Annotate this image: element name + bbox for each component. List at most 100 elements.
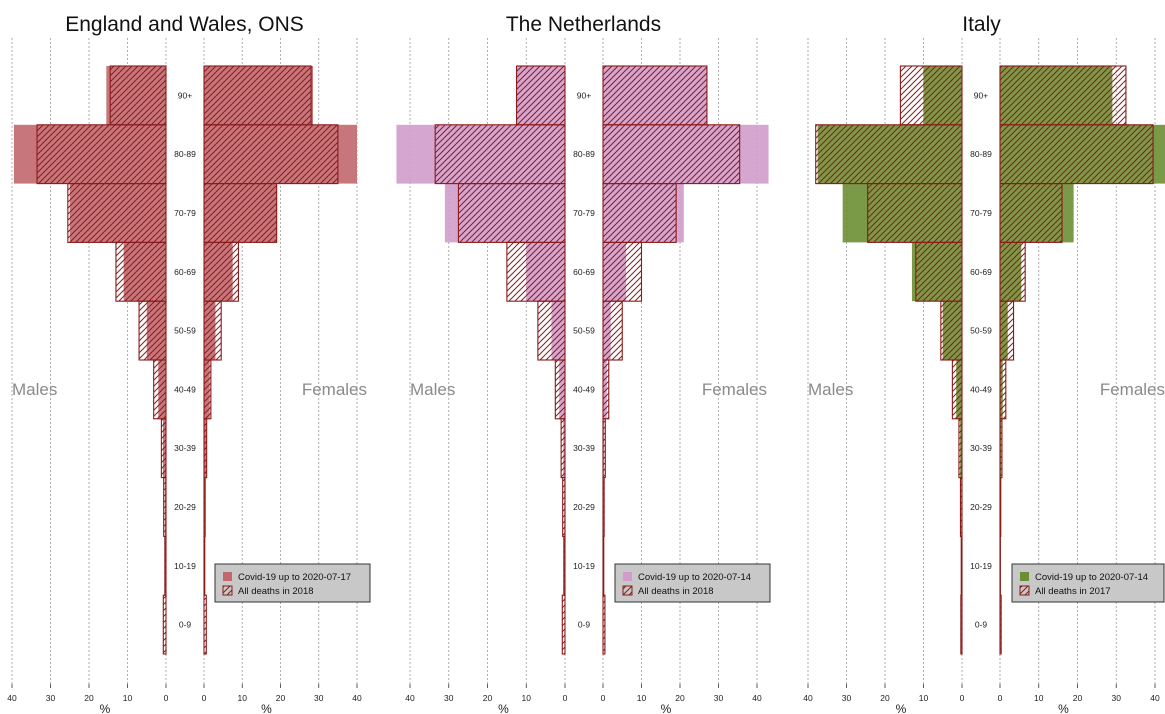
- x-tick-label: 40: [752, 693, 762, 703]
- females-label: Females: [302, 380, 367, 399]
- all-deaths-bar-male-90+: [109, 65, 167, 126]
- age-tick-label: 50-59: [573, 326, 595, 336]
- x-tick-label: 10: [1034, 693, 1044, 703]
- all-deaths-bar-male-80-89: [36, 124, 167, 185]
- bars: [13, 65, 357, 655]
- x-tick-label: 10: [238, 693, 248, 703]
- all-deaths-bar-male-80-89: [434, 124, 566, 185]
- x-tick-label: 20: [1073, 693, 1083, 703]
- x-tick-label: 10: [123, 693, 133, 703]
- age-tick-label: 60-69: [174, 267, 196, 277]
- all-deaths-bar-male-60-69: [915, 241, 963, 302]
- age-tick-label: 30-39: [174, 443, 196, 453]
- chart-title: Italy: [962, 13, 1001, 36]
- x-tick-label: 0: [202, 693, 207, 703]
- all-deaths-bar-male-40-49: [153, 359, 167, 420]
- x-tick-label: 40: [352, 693, 362, 703]
- all-deaths-bar-female-60-69: [203, 241, 239, 302]
- all-deaths-bar-male-70-79: [457, 183, 566, 243]
- males-label: Males: [808, 380, 853, 399]
- x-tick-label: 30: [1112, 693, 1122, 703]
- all-deaths-bar-female-10-19: [203, 535, 206, 596]
- all-deaths-bar-female-70-79: [602, 183, 677, 243]
- males-label: Males: [12, 380, 57, 399]
- x-tick-label: 30: [842, 693, 852, 703]
- x-tick-label: 40: [405, 693, 415, 703]
- all-deaths-bar-male-40-49: [951, 359, 963, 420]
- legend-box: [614, 563, 771, 603]
- all-deaths-bar-female-0-9: [999, 594, 1002, 655]
- x-tick-label: 20: [84, 693, 94, 703]
- all-deaths-bar-female-30-39: [602, 418, 606, 479]
- age-tick-label: 10-19: [970, 561, 992, 571]
- age-tick-label: 20-29: [970, 502, 992, 512]
- x-tick-label: 20: [880, 693, 890, 703]
- all-deaths-bar-male-50-59: [940, 300, 963, 361]
- x-tick-label: 0: [601, 693, 606, 703]
- legend-entry-covid: Covid-19 up to 2020-07-17: [238, 572, 351, 583]
- legend-swatch-hatched: [622, 585, 633, 596]
- age-tick-label: 0-9: [578, 620, 591, 630]
- chart-panel-3: Italy Males Females 0-9 10-19 20-29 30-39 40-49…: [803, 13, 1165, 714]
- age-tick-label: 70-79: [970, 208, 992, 218]
- x-tick-label: 40: [803, 693, 813, 703]
- x-tick-label: 10: [522, 693, 532, 703]
- females-label: Females: [1100, 380, 1165, 399]
- age-tick-label: 0-9: [975, 620, 988, 630]
- all-deaths-bar-male-20-29: [163, 477, 167, 537]
- all-deaths-bar-male-0-9: [162, 594, 167, 655]
- legend-entry-all-deaths: All deaths in 2018: [638, 586, 714, 597]
- x-axis: 40 30 20 10 0 0 10 20 30 40%%: [7, 684, 362, 714]
- all-deaths-bar-female-0-9: [203, 594, 207, 655]
- legend-swatch-filled: [623, 572, 632, 581]
- x-tick-label: 30: [314, 693, 324, 703]
- age-tick-label: 90+: [974, 90, 988, 100]
- all-deaths-bar-female-60-69: [602, 241, 643, 302]
- legend-entry-all-deaths: All deaths in 2017: [1035, 586, 1111, 597]
- age-labels: 0-9 10-19 20-29 30-39 40-49 50-59 60-69 70-79 80…: [573, 90, 595, 629]
- females-label: Females: [702, 380, 767, 399]
- x-tick-label: 0: [164, 693, 169, 703]
- all-deaths-bar-male-60-69: [115, 241, 167, 302]
- all-deaths-bar-female-60-69: [999, 241, 1026, 302]
- x-axis-label-males: %: [498, 702, 509, 714]
- age-tick-label: 50-59: [174, 326, 196, 336]
- all-deaths-bar-female-10-19: [602, 535, 605, 596]
- all-deaths-bar-female-40-49: [203, 359, 212, 420]
- all-deaths-bar-female-70-79: [203, 183, 278, 243]
- x-tick-label: 10: [637, 693, 647, 703]
- all-deaths-bar-female-50-59: [999, 300, 1015, 361]
- legend: Covid-19 up to 2020-07-17 All deaths in 2…: [214, 563, 371, 603]
- chart-panel-2: The Netherlands Males Females 0-9 10-19 20-29…: [396, 13, 771, 714]
- all-deaths-bar-female-20-29: [602, 477, 605, 537]
- all-deaths-bar-male-0-9: [960, 594, 963, 655]
- legend: Covid-19 up to 2020-07-14 All deaths in 2…: [1011, 563, 1165, 603]
- legend-entry-all-deaths: All deaths in 2018: [238, 586, 314, 597]
- x-axis-label-males: %: [896, 702, 907, 714]
- all-deaths-bar-male-60-69: [506, 241, 566, 302]
- all-deaths-bar-male-90+: [516, 65, 566, 126]
- legend-swatch-hatched: [222, 585, 233, 596]
- x-tick-label: 30: [46, 693, 56, 703]
- x-axis-label-females: %: [261, 702, 272, 714]
- all-deaths-bar-female-90+: [203, 65, 312, 126]
- age-tick-label: 60-69: [970, 267, 992, 277]
- all-deaths-bar-female-50-59: [203, 300, 222, 361]
- x-tick-label: 40: [1150, 693, 1160, 703]
- bars: [815, 65, 1165, 655]
- legend-box: [1011, 563, 1165, 603]
- all-deaths-bar-female-40-49: [602, 359, 610, 420]
- all-deaths-bar-male-20-29: [562, 477, 566, 537]
- all-deaths-bar-female-80-89: [203, 124, 339, 185]
- all-deaths-bar-male-80-89: [815, 124, 963, 185]
- all-deaths-bar-male-50-59: [138, 300, 167, 361]
- all-deaths-bar-female-90+: [602, 65, 708, 126]
- age-tick-label: 70-79: [573, 208, 595, 218]
- x-tick-label: 10: [919, 693, 929, 703]
- x-axis-label-females: %: [661, 702, 672, 714]
- age-tick-label: 70-79: [174, 208, 196, 218]
- all-deaths-bar-male-70-79: [67, 183, 167, 243]
- age-tick-label: 30-39: [573, 443, 595, 453]
- age-tick-label: 60-69: [573, 267, 595, 277]
